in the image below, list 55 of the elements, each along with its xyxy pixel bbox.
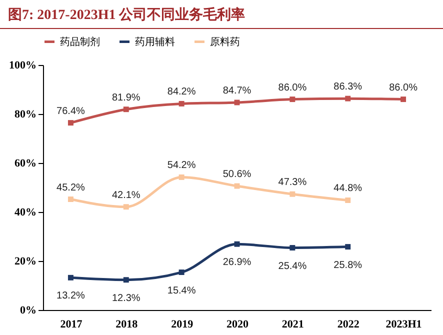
x-tick-label: 2022 (337, 318, 360, 330)
point (123, 204, 129, 210)
data-label: 26.9% (222, 257, 252, 268)
data-label: 12.3% (112, 292, 140, 304)
y-tick-label: 40% (14, 206, 36, 218)
point (178, 270, 184, 276)
y-tick-label: 0% (20, 304, 36, 316)
legend-label: 药品制剂 (60, 36, 100, 48)
x-tick-label: 2021 (282, 318, 304, 330)
data-label: 44.8% (334, 183, 362, 194)
data-label: 25.8% (334, 260, 362, 271)
point (68, 196, 74, 202)
data-label: 54.2% (167, 160, 196, 172)
data-label: 76.4% (56, 106, 85, 117)
data-label: 86.3% (334, 82, 362, 93)
legend-label: 药用辅料 (135, 36, 175, 48)
y-tick-label: 60% (14, 158, 36, 170)
data-label: 84.7% (222, 85, 252, 96)
y-tick-label: 80% (14, 108, 36, 120)
x-tick-label: 2019 (171, 318, 194, 330)
point (290, 191, 296, 197)
data-label: 13.2% (56, 290, 85, 302)
legend-label: 原料药 (210, 36, 240, 48)
point (178, 100, 184, 106)
point (234, 241, 240, 247)
data-label: 47.3% (278, 177, 307, 188)
point (290, 96, 296, 102)
data-label: 86.0% (389, 82, 418, 94)
x-tick-label: 2023H1 (386, 318, 422, 330)
data-label: 45.2% (56, 182, 85, 194)
point (123, 277, 129, 283)
point (234, 100, 240, 106)
point (234, 183, 240, 189)
data-label: 15.4% (167, 285, 196, 296)
data-label: 25.4% (278, 260, 307, 272)
y-tick-label: 100% (9, 60, 36, 72)
y-tick-label: 20% (14, 256, 36, 268)
x-tick-label: 2020 (226, 318, 249, 330)
point (68, 120, 74, 126)
point (178, 174, 184, 180)
data-label: 86.0% (278, 82, 307, 94)
x-tick-label: 2018 (116, 318, 138, 330)
data-label: 50.6% (222, 169, 252, 180)
point (68, 274, 74, 280)
data-label: 42.1% (112, 190, 140, 201)
point (400, 96, 406, 102)
point (345, 244, 351, 250)
data-label: 84.2% (167, 86, 196, 98)
data-label: 81.9% (112, 92, 140, 104)
x-tick-label: 2017 (60, 318, 83, 330)
chart-title: 图7: 2017-2023H1 公司不同业务毛利率 (0, 0, 443, 29)
point (123, 106, 129, 112)
point (345, 96, 351, 102)
point (345, 198, 351, 203)
point (290, 245, 296, 251)
